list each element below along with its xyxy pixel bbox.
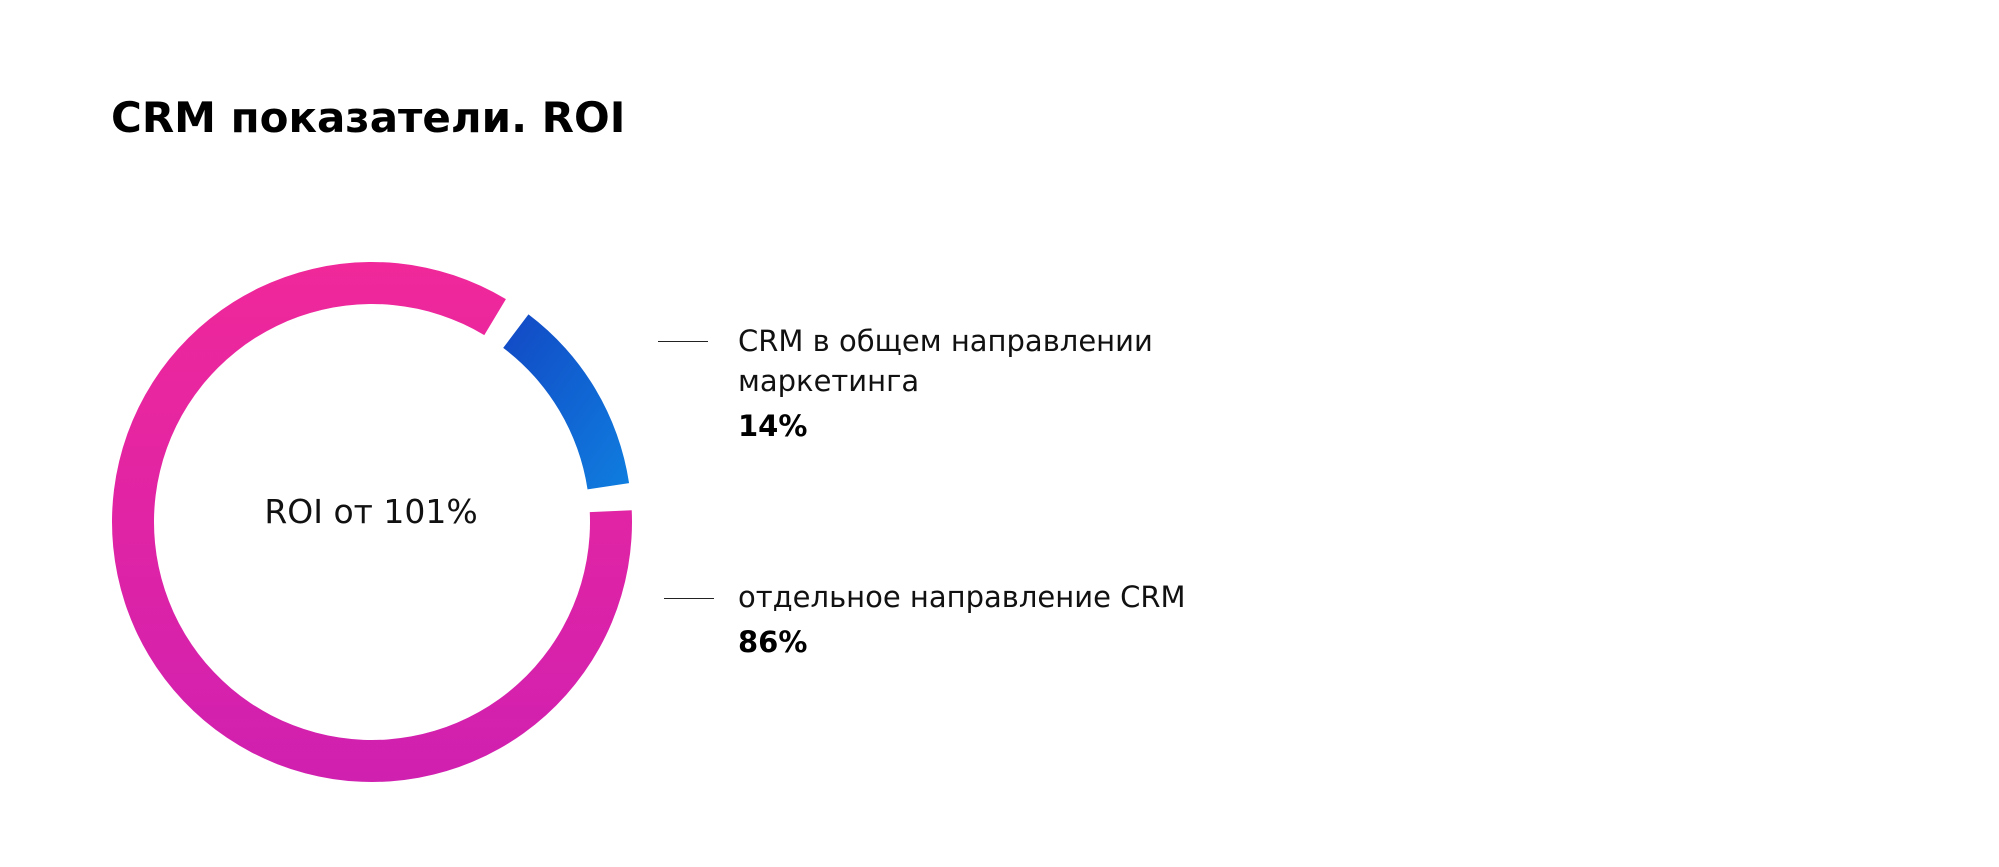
donut-chart [112,262,633,782]
legend-label-separate-crm: отдельное направление CRM [738,577,1186,617]
page-title: CRM показатели. ROI [111,93,626,142]
legend-leader-line-crm-marketing [658,341,708,342]
legend-value-crm-marketing: 14% [738,409,808,443]
legend-label-crm-marketing: CRM в общем направлении маркетинга [738,321,1153,401]
slice-crm-marketing [503,314,630,490]
legend-leader-line-separate-crm [664,598,714,599]
legend-label-line: маркетинга [738,364,920,398]
legend-value-separate-crm: 86% [738,625,808,659]
legend-label-line: CRM в общем направлении [738,324,1153,358]
legend-label-line: отдельное направление CRM [738,580,1186,614]
donut-center-label: ROI от 101% [264,492,478,531]
